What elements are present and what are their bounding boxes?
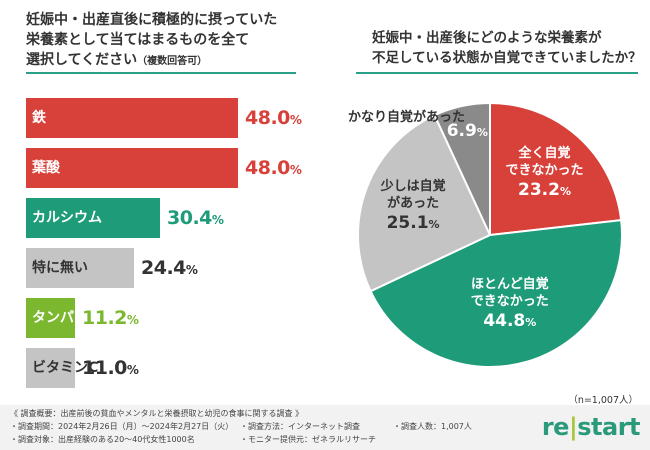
pie-slice-name-line: できなかった (505, 162, 584, 178)
restart-logo: re|start (541, 413, 641, 441)
footer-target: ・調査対象：出産経験のある20〜40代女性1000名 (10, 435, 195, 444)
pie-slice-value: 25.1% (381, 212, 446, 236)
pie-value-number: 25.1 (386, 213, 429, 234)
pie-slice-name-line: ほとんど自覚 (470, 276, 549, 292)
pie-title-underline (356, 72, 638, 74)
survey-footer: 《 調査概要：出産前後の貧血やメンタルと栄養摂取と幼児の食事に関する調査 》 ・… (0, 405, 650, 450)
pie-slice (489, 101, 623, 237)
pie-slice-label: 少しは自覚 があった 25.1% (381, 178, 446, 236)
pie-value-unit: % (559, 184, 571, 198)
pie-slice (433, 101, 491, 236)
bar-title-underline (26, 72, 296, 74)
bar-chart: 鉄 48.0% 葉酸 48.0% カルシウム 30.4% 特に無い 24.4% タンパク質 11.… (26, 0, 326, 390)
bar (26, 248, 134, 288)
pie-slice-name-line: 少しは自覚 (380, 179, 446, 195)
bar-title-line-3: 選択してください (26, 52, 138, 68)
pie-slice-name-line: 全く自覚 (518, 145, 571, 161)
pie-value-number: 23.2 (518, 179, 560, 200)
pie-slice-name-line: できなかった (470, 293, 549, 309)
bar-value-label: 24.4% (141, 248, 198, 288)
bar (26, 148, 238, 188)
bar-value-label: 48.0% (245, 148, 302, 188)
pie-outer-label: かなり自覚があった (348, 110, 466, 125)
pie-value-number: 6.9 (446, 120, 477, 141)
footer-summary: 《 調査概要：出産前後の貧血やメンタルと栄養摂取と幼児の食事に関する調査 》 (10, 409, 304, 418)
bar-chart-title: 妊娠中・出産直後に積極的に摂っていた 栄養素として当てはまるものを全て 選択して… (26, 10, 326, 72)
bar-category-label: ビタミンC (32, 360, 99, 376)
footer-method: ・調査方法：インターネット調査 (240, 422, 360, 431)
pie-value-unit: % (428, 218, 440, 232)
bar-category-label: タンパク質 (32, 310, 102, 326)
bar-value-unit: % (211, 213, 224, 227)
logo-separator: | (568, 413, 578, 441)
pie-slice-label: 6.9% (447, 120, 488, 144)
sample-size-note: （n=1,007人） (568, 395, 638, 406)
pie-slice-value: 44.8% (471, 310, 549, 334)
pie-value-number: 44.8 (483, 310, 526, 331)
pie-chart: 全く自覚 できなかった 23.2% ほとんど自覚 できなかった 44.8% 少しは自覚 があっ… (340, 85, 640, 390)
pie-value-unit: % (525, 315, 537, 329)
bar (26, 98, 238, 138)
bar-title-note: （複数回答可） (137, 56, 208, 67)
bar-title-line-2: 栄養素として当てはまるものを全て (26, 32, 250, 48)
pie-value-unit: % (476, 125, 488, 139)
bar (26, 198, 160, 238)
bar-value-number: 48.0 (245, 157, 290, 179)
bar-category-label: 特に無い (32, 260, 88, 276)
bar (26, 298, 75, 338)
footer-count: ・調査人数：1,007人 (393, 422, 472, 431)
pie-slice (357, 113, 492, 293)
logo-part-2: start (577, 413, 640, 441)
bar-value-label: 11.0% (82, 348, 139, 388)
pie-chart-svg (357, 101, 623, 368)
bar-category-label: 鉄 (32, 110, 46, 126)
bar-value-label: 48.0% (245, 98, 302, 138)
pie-slice-value: 6.9% (447, 120, 488, 144)
bar-value-label: 11.2% (82, 298, 139, 338)
bar-value-unit: % (126, 363, 139, 377)
bar-title-line-1: 妊娠中・出産直後に積極的に摂っていた (26, 12, 278, 28)
footer-panel: ・モニター提供元：ゼネラルリサーチ (240, 435, 376, 444)
bar-value-unit: % (126, 313, 139, 327)
footer-period: ・調査期間：2024年2月26日（月）〜2024年2月27日（火） (10, 422, 234, 431)
pie-title-line-2: 不足している状態か自覚できていましたか？ (372, 50, 642, 66)
bar-value-unit: % (289, 163, 302, 177)
bar-value-unit: % (289, 113, 302, 127)
pie-slice-label: ほとんど自覚 できなかった 44.8% (471, 276, 549, 334)
bar-value-unit: % (185, 263, 198, 277)
bar (26, 348, 75, 388)
pie-slice (369, 218, 623, 368)
pie-slice-label: 全く自覚 できなかった 23.2% (505, 145, 583, 203)
bar-value-number: 11.2 (82, 307, 127, 329)
bar-value-number: 24.4 (141, 257, 186, 279)
pie-title-line-1: 妊娠中・出産後にどのような栄養素が (372, 30, 602, 46)
bar-value-number: 11.0 (82, 357, 127, 379)
bar-category-label: カルシウム (32, 210, 102, 226)
pie-slice-name-line: があった (387, 196, 440, 212)
bar-value-label: 30.4% (167, 198, 224, 238)
bar-value-number: 30.4 (167, 207, 212, 229)
bar-category-label: 葉酸 (32, 160, 60, 176)
pie-slice-value: 23.2% (505, 179, 583, 203)
pie-chart-title: 妊娠中・出産後にどのような栄養素が 不足している状態か自覚できていましたか？ (372, 28, 642, 68)
logo-part-1: re (541, 413, 570, 441)
bar-value-number: 48.0 (245, 107, 290, 129)
